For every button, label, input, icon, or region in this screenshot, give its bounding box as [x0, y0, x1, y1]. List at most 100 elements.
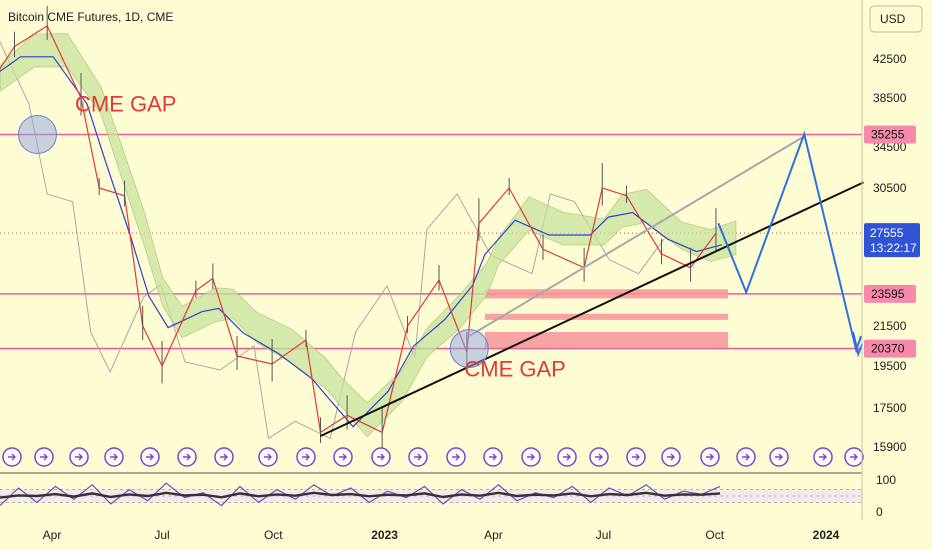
- ichimoku-cloud: [0, 33, 737, 438]
- level-price-label: 35255: [864, 125, 916, 144]
- kijun-line: [0, 33, 737, 438]
- current-price-value: 27555: [870, 226, 904, 240]
- event-marker-arrow: [110, 453, 118, 461]
- event-marker-icon[interactable]: [483, 447, 503, 467]
- event-marker-arrow: [527, 453, 535, 461]
- event-marker-arrow: [75, 453, 83, 461]
- event-marker-arrow: [414, 453, 422, 461]
- event-marker-icon[interactable]: [371, 447, 391, 467]
- event-marker-arrow: [40, 453, 48, 461]
- chart-title: Bitcoin CME Futures, 1D, CME: [8, 10, 173, 24]
- time-tick-label: 2024: [813, 528, 840, 542]
- event-marker-arrow: [775, 453, 783, 461]
- event-marker-arrow: [667, 453, 675, 461]
- level-price-label-bg: [864, 339, 916, 358]
- cme-gap-annotation: CME GAP: [464, 357, 565, 382]
- event-marker-arrow: [595, 453, 603, 461]
- event-marker-icon[interactable]: [258, 447, 278, 467]
- event-marker-arrow: [8, 453, 16, 461]
- currency-button-label: USD: [880, 12, 906, 26]
- support-trendline[interactable]: [320, 181, 864, 437]
- event-marker-icon[interactable]: [844, 447, 864, 467]
- event-marker-icon[interactable]: [626, 447, 646, 467]
- event-marker-icon[interactable]: [813, 447, 833, 467]
- event-marker-arrow: [489, 453, 497, 461]
- event-marker-icon[interactable]: [769, 447, 789, 467]
- event-marker-arrow: [850, 453, 858, 461]
- event-marker-icon[interactable]: [661, 447, 681, 467]
- event-marker-arrow: [220, 453, 228, 461]
- time-tick-label: Apr: [484, 528, 503, 542]
- upper-trendline[interactable]: [468, 135, 805, 337]
- event-marker-arrow: [146, 453, 154, 461]
- price-tick-label: 38500: [873, 91, 907, 105]
- projection-path[interactable]: [717, 130, 863, 354]
- price-line: [0, 25, 717, 434]
- gap-zones: [484, 289, 729, 348]
- level-price-label: 20370: [864, 339, 916, 358]
- currency-button[interactable]: USD: [869, 5, 923, 33]
- time-axis: Apr Jul Oct 2023 Apr Jul Oct 2024: [43, 528, 840, 542]
- time-tick-label: Apr: [43, 528, 62, 542]
- event-marker-icon[interactable]: [589, 447, 609, 467]
- event-marker-arrow: [339, 453, 347, 461]
- level-price-label-bg: [864, 125, 916, 144]
- level-price-label-text: 35255: [871, 128, 905, 142]
- time-tick-label: Jul: [154, 528, 169, 542]
- level-price-label: 23595: [864, 284, 916, 303]
- event-marker-icon[interactable]: [214, 447, 234, 467]
- event-marker-icon[interactable]: [736, 447, 756, 467]
- event-marker-icon[interactable]: [446, 447, 466, 467]
- highlight-circles: [17, 115, 489, 369]
- time-tick-label: 2023: [371, 528, 398, 542]
- gap-zone: [484, 313, 729, 320]
- event-marker-icon[interactable]: [104, 447, 124, 467]
- event-marker-icon[interactable]: [408, 447, 428, 467]
- trendlines[interactable]: [320, 135, 864, 437]
- time-tick-label: Jul: [596, 528, 611, 542]
- event-marker-icon[interactable]: [333, 447, 353, 467]
- price-tick-label: 19500: [873, 359, 907, 373]
- projection-arrowhead: [852, 331, 864, 358]
- price-tick-label: 30500: [873, 181, 907, 195]
- gap-zone: [484, 332, 729, 348]
- event-marker-arrow: [632, 453, 640, 461]
- event-marker-icon[interactable]: [557, 447, 577, 467]
- event-marker-icon[interactable]: [700, 447, 720, 467]
- event-marker-arrow: [706, 453, 714, 461]
- annotations: CME GAP CME GAP: [75, 92, 566, 382]
- oscillator-slow-line: [0, 491, 721, 499]
- time-tick-label: Oct: [264, 528, 283, 542]
- event-marker-arrow: [819, 453, 827, 461]
- event-marker-arrow: [377, 453, 385, 461]
- highlight-circle: [449, 329, 489, 369]
- current-price-label-bg: [864, 223, 920, 258]
- event-marker-icon[interactable]: [296, 447, 316, 467]
- projection[interactable]: [717, 130, 864, 358]
- level-price-label-text: 23595: [871, 287, 905, 301]
- event-marker-arrow: [452, 453, 460, 461]
- oscillator-pane: 100 0: [0, 473, 896, 519]
- current-price-countdown: 13:22:17: [870, 241, 917, 255]
- level-price-label-text: 20370: [871, 342, 905, 356]
- highlight-circle: [17, 115, 57, 155]
- time-tick-label: Oct: [705, 528, 724, 542]
- kijun-line-path: [0, 56, 723, 428]
- gap-zone: [484, 289, 729, 299]
- price-tick-label: 15900: [873, 440, 907, 454]
- event-marker-icon[interactable]: [69, 447, 89, 467]
- event-marker-icon[interactable]: [140, 447, 160, 467]
- cme-gap-annotation: CME GAP: [75, 92, 176, 117]
- event-marker-icon[interactable]: [521, 447, 541, 467]
- event-markers[interactable]: [2, 447, 864, 467]
- event-marker-arrow: [563, 453, 571, 461]
- event-marker-icon[interactable]: [2, 447, 22, 467]
- event-marker-icon[interactable]: [177, 447, 197, 467]
- oscillator-tick-label: 0: [876, 505, 883, 519]
- event-marker-icon[interactable]: [34, 447, 54, 467]
- event-marker-arrow: [264, 453, 272, 461]
